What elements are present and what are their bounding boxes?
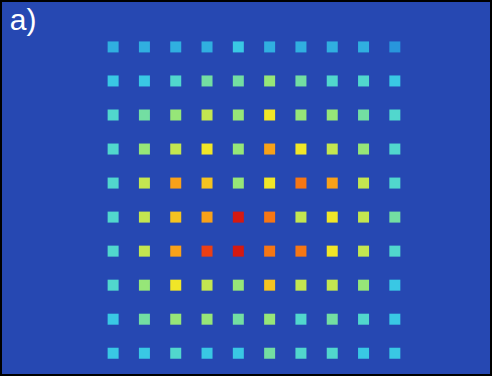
svg-text:a): a) — [10, 3, 37, 36]
